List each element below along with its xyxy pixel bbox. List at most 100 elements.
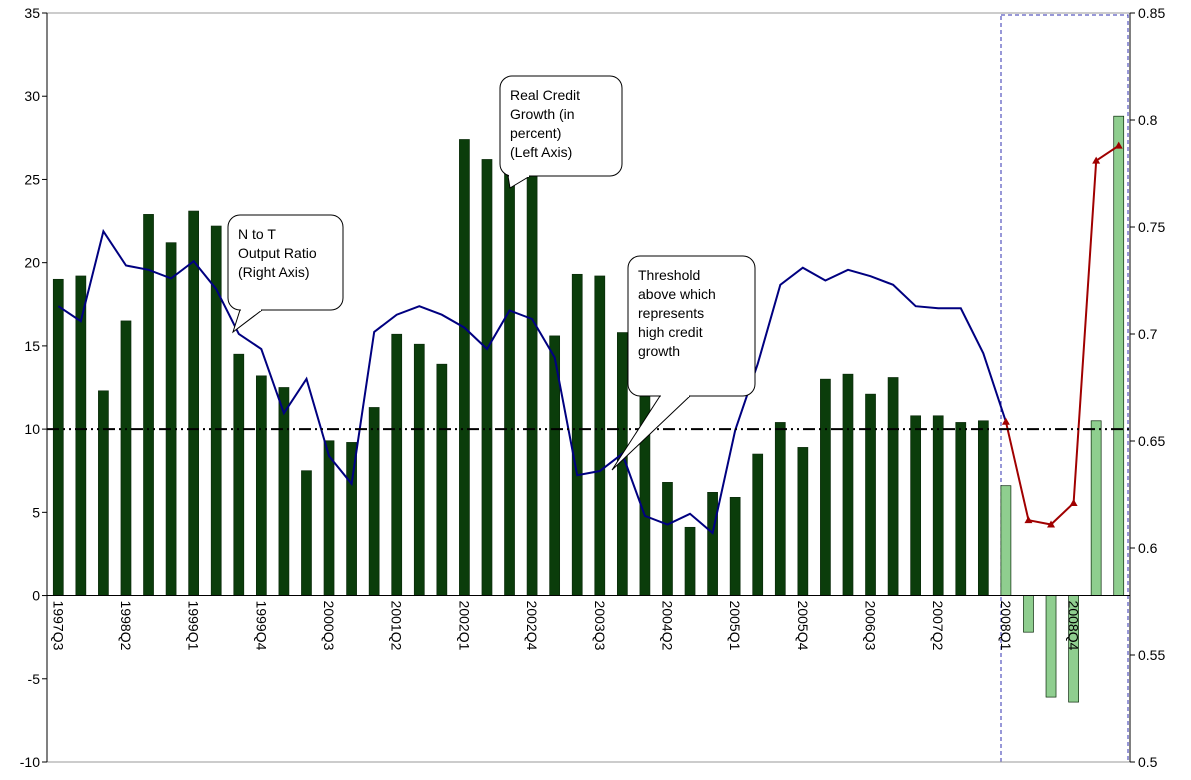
bar xyxy=(752,453,764,596)
bar xyxy=(98,390,109,596)
x-tick-label: 2005Q4 xyxy=(795,601,811,651)
x-tick-label: 2001Q2 xyxy=(389,601,405,651)
bar xyxy=(1023,595,1034,633)
bar xyxy=(165,242,177,596)
bar xyxy=(774,422,786,596)
bar xyxy=(865,393,876,596)
bar xyxy=(1000,485,1012,596)
y-tick-label: 20 xyxy=(24,255,40,271)
marker xyxy=(1092,156,1101,164)
x-tick-label: 1999Q1 xyxy=(186,601,202,651)
bar xyxy=(301,470,312,596)
bar xyxy=(977,420,989,596)
bar xyxy=(323,440,335,596)
y2-tick-label: 0.6 xyxy=(1138,540,1158,556)
y-tick-label: -10 xyxy=(20,754,40,770)
y-tick-label: 0 xyxy=(32,588,40,604)
bar xyxy=(526,170,538,596)
callout-tail xyxy=(232,309,264,334)
bar xyxy=(278,387,290,596)
x-tick-label: 2004Q2 xyxy=(659,601,675,651)
callout-text: Real Credit xyxy=(510,87,580,103)
bar xyxy=(1113,115,1125,596)
bar xyxy=(413,343,425,596)
x-tick-label: 2002Q4 xyxy=(524,601,540,651)
line xyxy=(1004,144,1120,526)
x-tick-label: 1998Q2 xyxy=(118,601,134,651)
bar xyxy=(932,415,944,596)
bar xyxy=(210,225,222,596)
marker xyxy=(1114,141,1123,149)
callout-text: Growth (in xyxy=(510,106,575,122)
bar xyxy=(797,447,809,596)
bar xyxy=(1045,595,1057,698)
bar xyxy=(75,275,87,596)
callout-box xyxy=(227,214,344,311)
bar xyxy=(481,159,493,596)
bar xyxy=(594,275,606,596)
y-tick-label: 30 xyxy=(24,88,40,104)
marker xyxy=(1069,499,1078,507)
highlight-box xyxy=(1000,14,1129,763)
y2-tick-label: 0.75 xyxy=(1138,219,1165,235)
callout-text: Output Ratio xyxy=(238,245,317,261)
bar xyxy=(368,407,380,596)
y-tick-label: 25 xyxy=(24,171,40,187)
bar xyxy=(707,492,718,596)
bar xyxy=(820,378,831,596)
marker xyxy=(1024,516,1033,524)
bar xyxy=(188,210,200,596)
x-tick-label: 1997Q3 xyxy=(50,601,66,651)
bar xyxy=(1090,420,1102,596)
bar xyxy=(887,377,899,596)
x-tick-label: 2007Q2 xyxy=(930,601,946,651)
x-tick-label: 2002Q1 xyxy=(456,601,472,651)
callout-text: Threshold xyxy=(638,267,700,283)
bar xyxy=(391,333,403,596)
bar xyxy=(571,273,583,596)
callout-text: high credit xyxy=(638,324,703,340)
bar xyxy=(120,320,132,596)
bar xyxy=(233,353,245,596)
y2-tick-label: 0.65 xyxy=(1138,433,1165,449)
bar xyxy=(842,373,854,596)
bar xyxy=(955,422,967,596)
y2-tick-label: 0.55 xyxy=(1138,647,1165,663)
y2-tick-label: 0.5 xyxy=(1138,754,1158,770)
callout-text: growth xyxy=(638,343,680,359)
callout-text: N to T xyxy=(238,226,276,242)
x-tick-label: 2008Q4 xyxy=(1066,601,1082,651)
y2-tick-label: 0.8 xyxy=(1138,112,1158,128)
y2-tick-label: 0.85 xyxy=(1138,5,1165,21)
callout-box xyxy=(499,75,623,177)
bar xyxy=(662,482,673,596)
y2-tick-label: 0.7 xyxy=(1138,326,1158,342)
y-tick-label: 5 xyxy=(32,504,40,520)
callout-text: (Right Axis) xyxy=(238,264,310,280)
marker xyxy=(1001,417,1010,425)
callout-text: represents xyxy=(638,305,704,321)
callout-text: percent) xyxy=(510,125,561,141)
callout-tail xyxy=(507,175,532,189)
callout-text: (Left Axis) xyxy=(510,144,572,160)
y-tick-label: 35 xyxy=(24,5,40,21)
bar xyxy=(684,526,696,596)
bar xyxy=(504,162,515,596)
x-tick-label: 2006Q3 xyxy=(863,601,879,651)
bar xyxy=(52,278,64,596)
y-tick-label: -5 xyxy=(28,671,41,687)
x-tick-label: 2005Q1 xyxy=(727,601,743,651)
marker xyxy=(1047,520,1056,528)
bar xyxy=(255,375,267,596)
bar xyxy=(729,497,741,596)
y-tick-label: 10 xyxy=(24,421,40,437)
x-tick-label: 1999Q4 xyxy=(253,601,269,651)
x-tick-label: 2003Q3 xyxy=(592,601,608,651)
line xyxy=(57,228,1007,535)
bar xyxy=(436,363,448,596)
x-tick-label: 2008Q1 xyxy=(998,601,1014,651)
bar xyxy=(459,139,470,596)
callout-box xyxy=(627,255,756,397)
